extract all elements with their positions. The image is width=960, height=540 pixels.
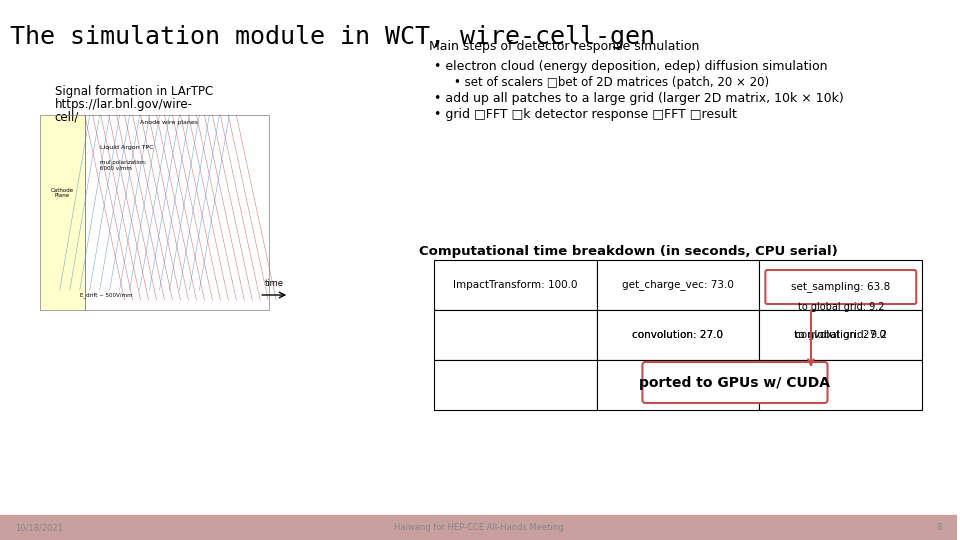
Text: Haiwang for HEP-CCE All-Hands Meeting: Haiwang for HEP-CCE All-Hands Meeting xyxy=(394,523,564,532)
Bar xyxy=(84,115,269,310)
Text: 8: 8 xyxy=(937,523,942,532)
Bar xyxy=(40,115,84,310)
Text: set_sampling: 63.8: set_sampling: 63.8 xyxy=(791,281,891,293)
Text: convolution: 27.0: convolution: 27.0 xyxy=(795,330,886,340)
Text: Cathode
Plane: Cathode Plane xyxy=(50,187,73,198)
Bar xyxy=(759,310,923,360)
Text: mul polarization:
6000 v/mm: mul polarization: 6000 v/mm xyxy=(100,160,146,171)
Text: • add up all patches to a large grid (larger 2D matrix, 10k × 10k): • add up all patches to a large grid (la… xyxy=(434,92,844,105)
Text: ImpactTransform: 100.0: ImpactTransform: 100.0 xyxy=(453,280,577,290)
Text: get_charge_vec: 73.0: get_charge_vec: 73.0 xyxy=(622,280,733,291)
Bar xyxy=(40,115,84,310)
Text: cell/: cell/ xyxy=(55,111,80,124)
Text: • set of scalers □bet of 2D matrices (patch, 20 × 20): • set of scalers □bet of 2D matrices (pa… xyxy=(454,76,769,89)
Bar xyxy=(596,360,759,410)
Text: Anode wire planes: Anode wire planes xyxy=(140,120,199,125)
Text: Computational time breakdown (in seconds, CPU serial): Computational time breakdown (in seconds… xyxy=(419,245,837,258)
FancyBboxPatch shape xyxy=(765,270,916,304)
Bar xyxy=(596,260,759,310)
Bar xyxy=(434,360,596,410)
Text: convolution: 27.0: convolution: 27.0 xyxy=(633,330,724,340)
Text: time: time xyxy=(265,279,283,288)
Bar xyxy=(434,310,596,360)
Bar xyxy=(759,260,923,310)
Text: 10/18/2021: 10/18/2021 xyxy=(15,523,62,532)
Text: https://lar.bnl.gov/wire-: https://lar.bnl.gov/wire- xyxy=(55,98,193,111)
FancyBboxPatch shape xyxy=(642,362,828,403)
Text: ported to GPUs w/ CUDA: ported to GPUs w/ CUDA xyxy=(639,375,830,389)
Text: convolution: 27.0: convolution: 27.0 xyxy=(633,330,724,340)
Text: Liquid Argon TPC: Liquid Argon TPC xyxy=(100,145,154,150)
Text: The simulation module in WCT, wire-cell-gen: The simulation module in WCT, wire-cell-… xyxy=(10,25,655,49)
Bar xyxy=(84,115,269,310)
Bar xyxy=(0,515,957,540)
Text: • electron cloud (energy deposition, edep) diffusion simulation: • electron cloud (energy deposition, ede… xyxy=(434,60,828,73)
Bar xyxy=(596,310,759,360)
Text: Main steps of detector response simulation: Main steps of detector response simulati… xyxy=(429,40,699,53)
Bar xyxy=(434,260,596,310)
Text: E_drift ~ 500V/mm: E_drift ~ 500V/mm xyxy=(80,292,132,298)
Text: to global grid: 9.2: to global grid: 9.2 xyxy=(794,330,887,340)
Text: to global grid: 9.2: to global grid: 9.2 xyxy=(798,302,884,312)
Text: • grid □FFT □k detector response □FFT □result: • grid □FFT □k detector response □FFT □r… xyxy=(434,108,736,121)
Text: set_sampling: 63.8: set_sampling: 63.8 xyxy=(791,280,891,291)
Text: Signal formation in LArTPC: Signal formation in LArTPC xyxy=(55,85,213,98)
Bar xyxy=(759,360,923,410)
